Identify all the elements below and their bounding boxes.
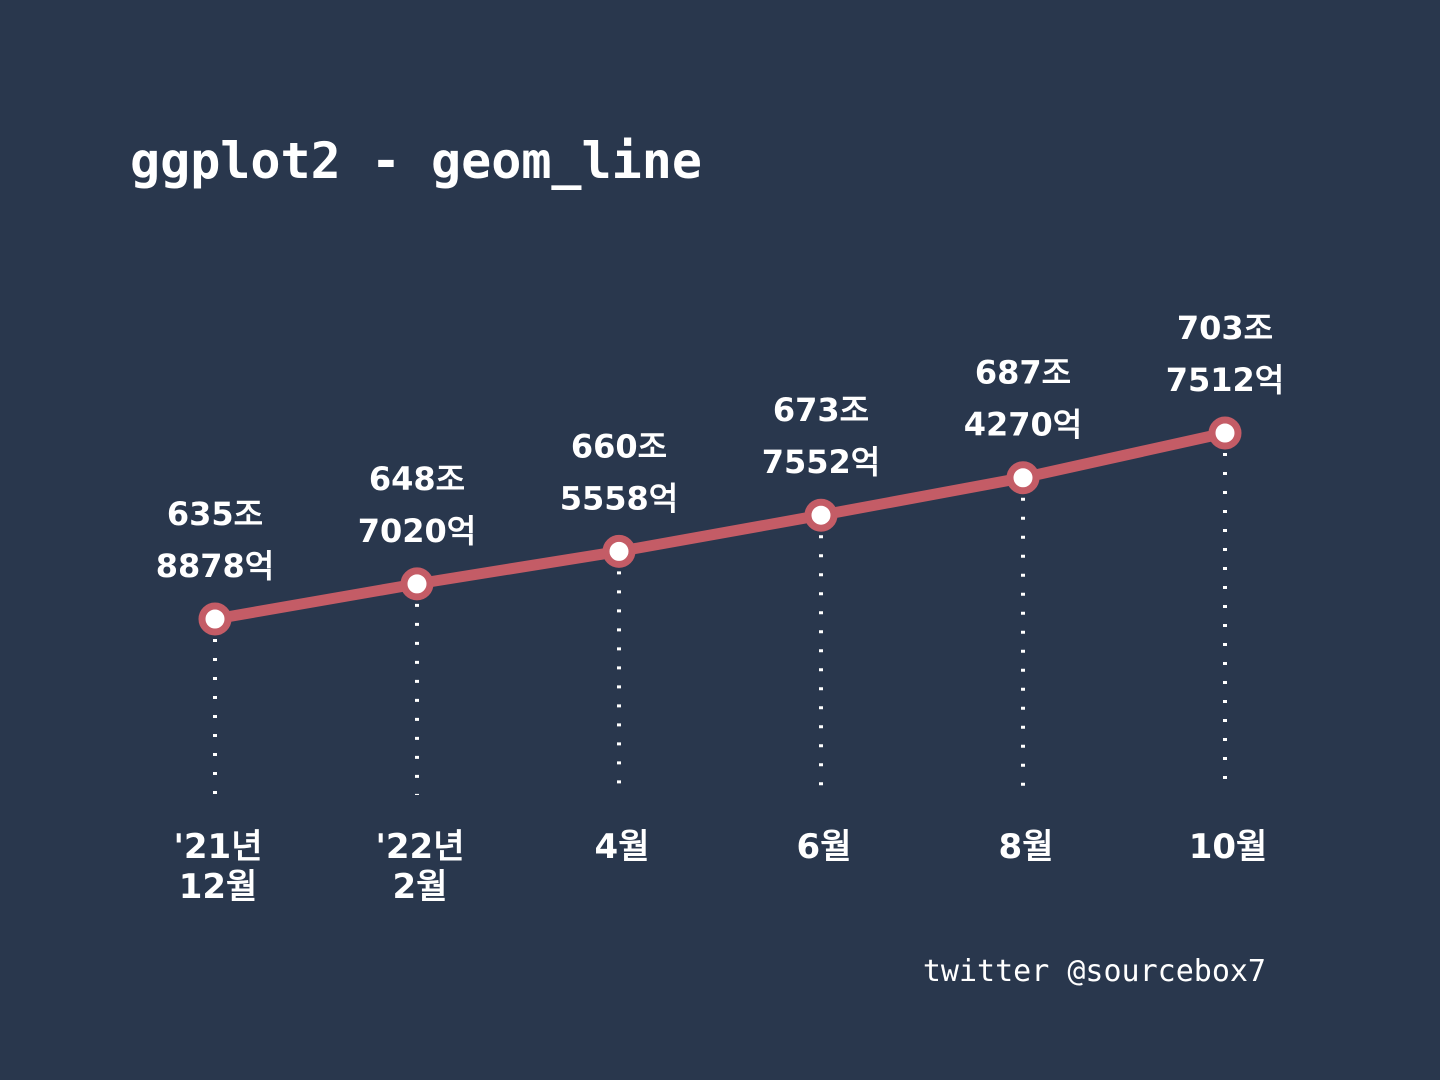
data-label-billion: 4270억 bbox=[964, 406, 1083, 444]
series-line bbox=[209, 427, 1231, 625]
data-point bbox=[804, 498, 838, 532]
x-tick-label: '21년 bbox=[173, 827, 262, 867]
data-label-trillion: 648조 bbox=[369, 460, 465, 498]
x-tick-label: 4월 bbox=[595, 827, 650, 867]
data-label-trillion: 687조 bbox=[975, 354, 1071, 392]
data-label-trillion: 703조 bbox=[1177, 309, 1273, 347]
x-tick-label: 8월 bbox=[999, 827, 1054, 867]
data-label-trillion: 660조 bbox=[571, 427, 667, 465]
chart-title: ggplot2 - geom_line bbox=[130, 132, 702, 190]
data-point bbox=[198, 602, 232, 636]
data-point bbox=[602, 534, 636, 568]
author-credit: twitter @sourcebox7 bbox=[922, 954, 1266, 989]
x-tick-label: 2월 bbox=[393, 867, 448, 907]
x-tick-label: '22년 bbox=[375, 827, 464, 867]
data-label-billion: 8878억 bbox=[156, 547, 275, 585]
data-point bbox=[400, 567, 434, 601]
data-point bbox=[1208, 416, 1242, 450]
data-label-billion: 7020억 bbox=[358, 512, 477, 550]
data-label-trillion: 635조 bbox=[167, 495, 263, 533]
x-tick-label: 12월 bbox=[179, 867, 258, 907]
data-label-billion: 7552억 bbox=[762, 443, 881, 481]
data-point bbox=[1006, 461, 1040, 495]
data-label-billion: 7512억 bbox=[1166, 361, 1285, 399]
x-tick-label: 6월 bbox=[797, 827, 852, 867]
x-tick-label: 10월 bbox=[1189, 827, 1268, 867]
data-label-trillion: 673조 bbox=[773, 391, 869, 429]
data-label-billion: 5558억 bbox=[560, 479, 679, 517]
